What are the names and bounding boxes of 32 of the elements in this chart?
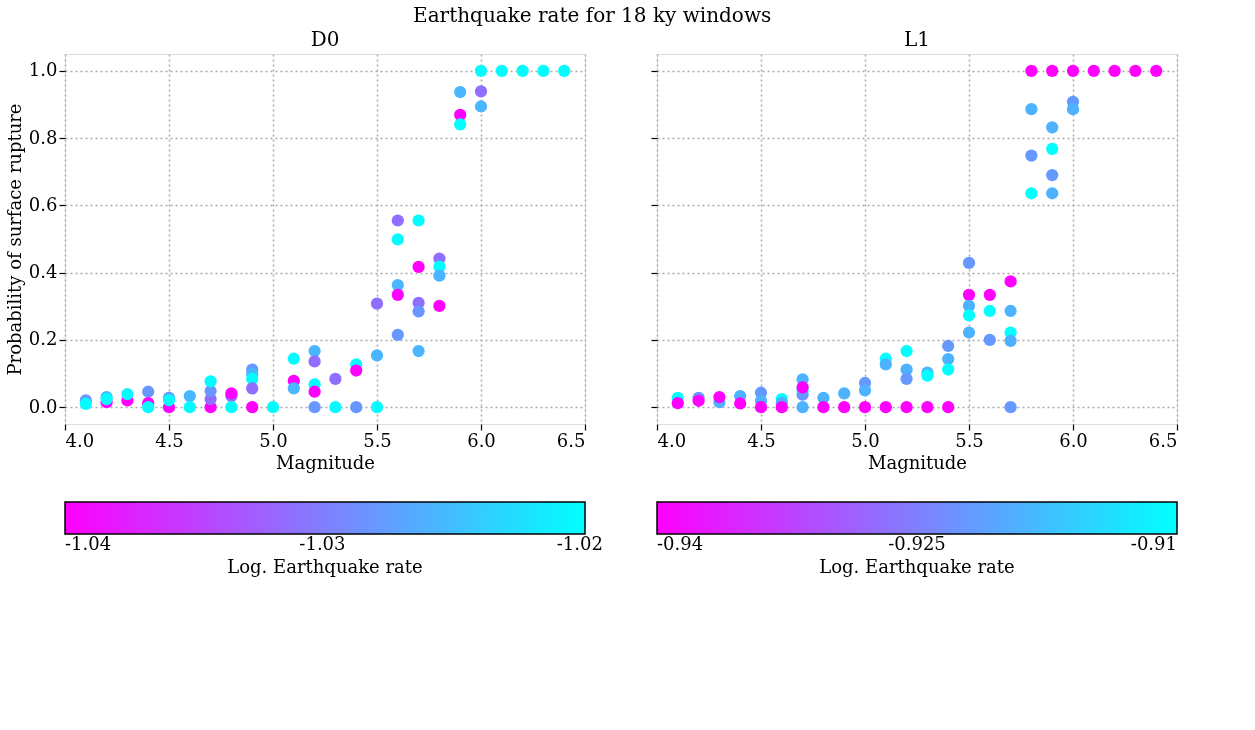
color-bar-label: -1.03: [299, 533, 346, 554]
x-tick-label: 6.0: [1059, 429, 1088, 451]
x-axis-title: Magnitude: [275, 451, 376, 473]
color-bar-label: -0.91: [1130, 533, 1177, 554]
color-bar-title: Log. Earthquake rate: [819, 556, 1015, 577]
color-bar-label: -1.02: [556, 533, 603, 554]
y-tick-label: 0.4: [28, 261, 58, 283]
text: Earthquake rate for 18 ky windows: [413, 2, 772, 27]
y-tick-label: 0.2: [28, 328, 58, 350]
x-tick-label: 6.0: [467, 429, 496, 451]
y-tick-label: 0.8: [28, 126, 58, 148]
x-tick-label: 5.5: [955, 429, 984, 451]
color-bar-label: -0.925: [888, 533, 946, 554]
x-tick-label: 4.5: [155, 429, 184, 451]
x-tick-label: 6.5: [556, 429, 586, 451]
y-axis-title: Probability of surface rupture: [3, 103, 25, 376]
y-tick-label: 0.6: [28, 193, 58, 215]
x-tick-label: 4.0: [65, 429, 95, 451]
color-bar-title: Log. Earthquake rate: [227, 556, 423, 577]
x-tick-label: 4.5: [747, 429, 776, 451]
color-bar-label: -1.04: [65, 533, 112, 554]
x-tick-label: 5.5: [363, 429, 392, 451]
chart-title: D0: [310, 27, 340, 51]
color-bar-label: -0.94: [657, 533, 704, 554]
x-tick-label: 5.0: [851, 429, 880, 451]
x-axis-title: Magnitude: [867, 451, 968, 473]
x-tick-label: 5.0: [259, 429, 288, 451]
y-tick-label: 0.0: [28, 395, 58, 417]
y-tick-label: 1.0: [28, 59, 58, 81]
chart-title: L1: [903, 27, 931, 51]
x-tick-label: 6.5: [1148, 429, 1178, 451]
x-tick-label: 4.0: [657, 429, 687, 451]
